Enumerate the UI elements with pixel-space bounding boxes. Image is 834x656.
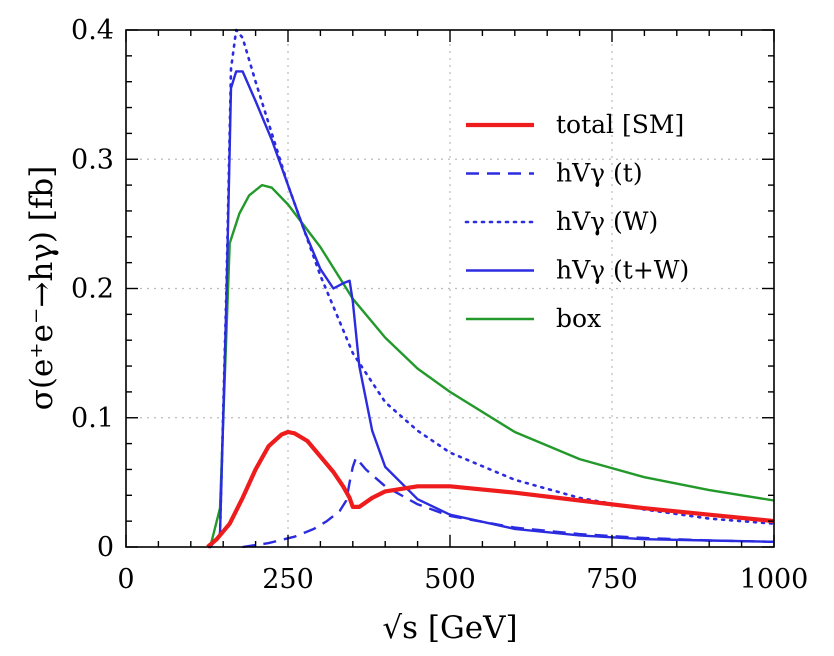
x-tick-label: 0 [117, 564, 134, 595]
series-line-hv-t-w [209, 70, 775, 548]
x-tick-label: 500 [424, 564, 476, 595]
legend-label: total [SM] [556, 110, 684, 139]
legend-label: box [556, 304, 601, 333]
x-tick-label: 250 [262, 564, 314, 595]
y-tick-labels: 0 0.1 0.2 0.3 0.4 [71, 15, 114, 563]
x-tick-label: 750 [586, 564, 638, 595]
series-line-total-sm [206, 429, 775, 549]
x-tick-labels: 0 250 500 750 1000 [117, 564, 808, 595]
y-axis-title: σ(e⁺e⁻→hγ) [fb] [24, 166, 60, 411]
y-tick-label: 0.3 [71, 144, 114, 175]
y-tick-label: 0.2 [71, 274, 114, 305]
y-tick-label: 0.4 [71, 15, 114, 46]
series-line-hv-t [242, 456, 775, 549]
legend-label: hVγ (W) [556, 207, 658, 236]
y-tick-label: 0.1 [71, 403, 114, 434]
x-axis-title: √s [GeV] [382, 610, 517, 646]
legend: total [SM] hVγ (t) hVγ (W) hVγ (t+W) box [464, 110, 689, 333]
y-tick-label: 0 [97, 532, 114, 563]
axis-ticks [125, 29, 775, 548]
x-tick-label: 1000 [740, 564, 809, 595]
series-group [206, 28, 776, 549]
series-line-box [209, 183, 775, 548]
legend-label: hVγ (t) [556, 159, 643, 188]
legend-label: hVγ (t+W) [556, 256, 689, 285]
grid-lines [126, 30, 774, 547]
series-line-hv-w [208, 28, 776, 549]
